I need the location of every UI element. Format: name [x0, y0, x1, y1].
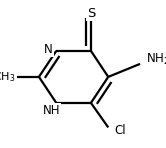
Text: N: N — [44, 43, 53, 56]
Text: S: S — [87, 7, 95, 20]
Text: NH$_2$: NH$_2$ — [146, 52, 166, 67]
Text: Cl: Cl — [114, 124, 126, 137]
Text: NH: NH — [42, 104, 60, 117]
Text: CH$_3$: CH$_3$ — [0, 70, 16, 84]
